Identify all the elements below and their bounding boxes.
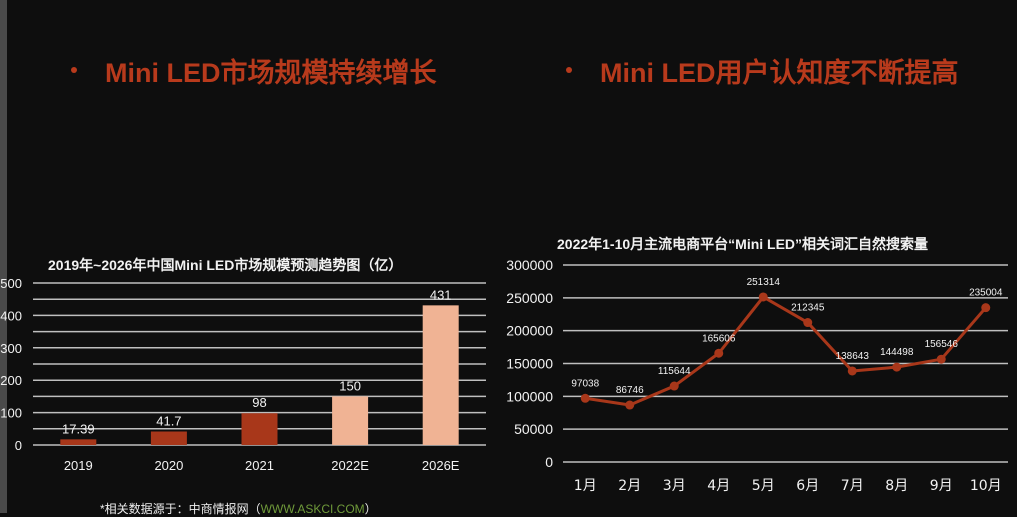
y-tick-label: 300000 (506, 257, 553, 273)
point-value-label: 97038 (571, 378, 599, 389)
x-tick-label: 1月 (574, 478, 597, 494)
heading-user-awareness: Mini LED用户认知度不断提高 (566, 50, 959, 90)
bar-value-label: 150 (339, 378, 361, 393)
point-value-label: 251314 (747, 277, 781, 288)
x-tick-label: 4月 (707, 478, 730, 494)
data-source-note: *相关数据源于：中商情报网（WWW.ASKCI.COM） (100, 500, 377, 517)
x-tick-label: 7月 (841, 478, 864, 494)
x-tick-label: 10月 (970, 478, 1002, 494)
point-value-label: 235004 (969, 288, 1003, 299)
y-tick-label: 400 (0, 308, 22, 323)
data-point-marker (936, 354, 946, 364)
bar-2026E (422, 305, 459, 445)
line-chart-title: 2022年1-10月主流电商平台“Mini LED”相关词汇自然搜索量 (557, 236, 929, 252)
x-tick-label: 2020 (154, 458, 183, 473)
y-tick-label: 100 (0, 406, 22, 421)
x-tick-label: 8月 (885, 478, 908, 494)
y-tick-label: 0 (15, 438, 22, 453)
x-tick-label: 9月 (930, 478, 953, 494)
point-value-label: 212345 (791, 303, 825, 314)
point-value-label: 165606 (702, 333, 736, 344)
y-tick-label: 500 (0, 276, 22, 291)
bar-2021 (241, 413, 278, 445)
data-point-marker (847, 366, 857, 376)
data-point-marker (758, 292, 768, 302)
search-volume-line (585, 295, 987, 407)
point-value-label: 115644 (658, 366, 691, 377)
bar-2020 (150, 431, 187, 445)
x-tick-label: 2022E (331, 458, 369, 473)
bullet-icon (566, 67, 572, 73)
source-link[interactable]: WWW.ASKCI.COM (260, 502, 365, 516)
data-point-marker (714, 348, 724, 358)
data-point-marker (580, 393, 590, 403)
heading-user-awareness-text: Mini LED用户认知度不断提高 (600, 57, 959, 88)
point-value-label: 86746 (616, 385, 644, 396)
point-value-label: 138643 (836, 351, 870, 362)
data-point-marker (625, 400, 635, 410)
x-tick-label: 6月 (796, 478, 819, 494)
bar-chart-title: 2019年~2026年中国Mini LED市场规模预测趋势图（亿） (48, 257, 403, 273)
left-edge-strip (0, 0, 7, 513)
bar-value-label: 41.7 (156, 413, 181, 428)
data-point-marker (981, 303, 991, 313)
y-tick-label: 0 (545, 454, 553, 470)
source-suffix: ） (364, 502, 377, 516)
data-point-marker (803, 318, 813, 328)
y-tick-label: 300 (0, 341, 22, 356)
x-tick-label: 2021 (245, 458, 274, 473)
y-tick-label: 200 (0, 373, 22, 388)
x-tick-label: 2026E (422, 458, 460, 473)
bar-2022E (332, 396, 369, 445)
bar-value-label: 17.39 (62, 421, 95, 436)
x-tick-label: 2月 (618, 478, 641, 494)
source-prefix: *相关数据源于：中商情报网（ (100, 502, 261, 516)
point-value-label: 156546 (925, 339, 959, 350)
bar-value-label: 431 (430, 287, 452, 302)
x-tick-label: 3月 (663, 478, 686, 494)
data-point-marker (669, 381, 679, 391)
y-tick-label: 250000 (506, 290, 553, 306)
bullet-icon (71, 67, 77, 73)
y-tick-label: 150000 (506, 356, 553, 372)
data-point-marker (892, 362, 902, 372)
y-tick-label: 50000 (514, 421, 553, 437)
x-tick-label: 2019 (64, 458, 93, 473)
heading-market-growth-text: Mini LED市场规模持续增长 (105, 57, 437, 88)
x-tick-label: 5月 (752, 478, 775, 494)
y-tick-label: 100000 (506, 388, 553, 404)
heading-market-growth: Mini LED市场规模持续增长 (71, 50, 437, 90)
bar-2019 (60, 439, 97, 445)
bar-value-label: 98 (252, 395, 266, 410)
y-tick-label: 200000 (506, 323, 553, 339)
point-value-label: 144498 (880, 347, 914, 358)
